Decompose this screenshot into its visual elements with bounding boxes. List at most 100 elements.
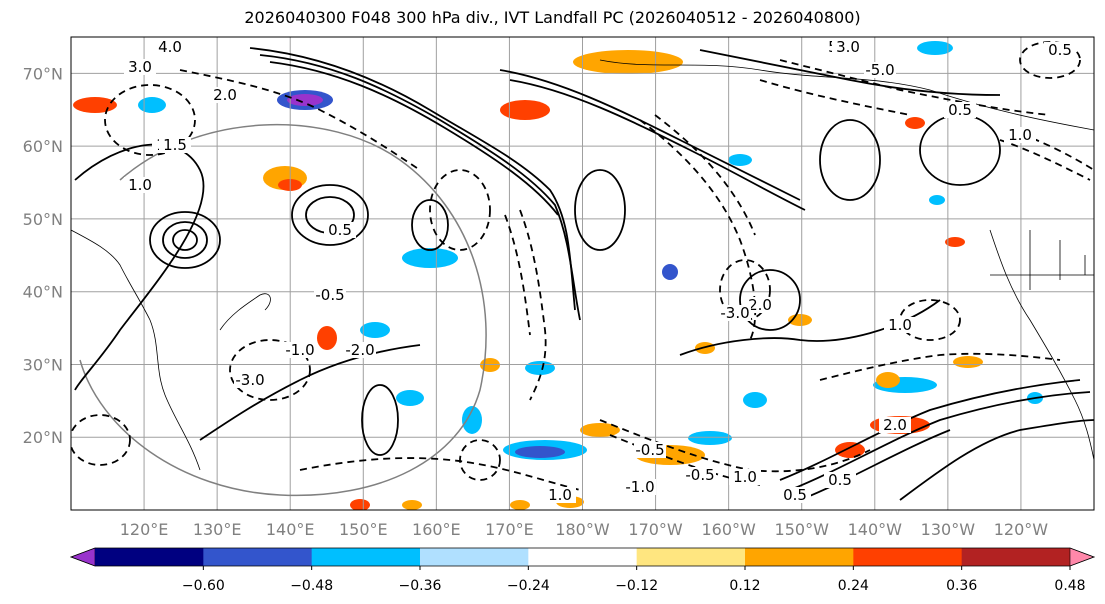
- contour-label: 0.5: [948, 101, 972, 119]
- contour-label-bg: [879, 417, 911, 433]
- contour-solid: [499, 69, 801, 201]
- colorbar-segment: [961, 548, 1071, 566]
- contour-label-bg: [864, 62, 896, 78]
- contour-label-bg: [719, 305, 751, 321]
- contour-label-bg: [544, 487, 576, 503]
- contour-label: 1.0: [888, 316, 912, 334]
- contour-label: 2.0: [213, 86, 237, 104]
- colorbar-tick-label: −0.36: [399, 578, 442, 594]
- contour-label-bg: [779, 487, 811, 503]
- contour-label: -0.5: [685, 466, 714, 484]
- contour-label-bg: [1044, 42, 1076, 58]
- contour-solid: [172, 229, 198, 251]
- contour-solid: [574, 169, 626, 251]
- contour-label-bg: [729, 469, 761, 485]
- colorbar-segment: [95, 548, 204, 566]
- contour-solid: [291, 184, 369, 246]
- longitude-labels: 120°E 130°E 140°E 150°E 160°E 170°E 180°W 170°W…: [120, 520, 1049, 539]
- contour-label-bg: [344, 342, 376, 358]
- contour-label-bg: [124, 177, 156, 193]
- shade-patch: [500, 100, 550, 120]
- contour-label-bg: [624, 479, 656, 495]
- contour-solid: [361, 384, 399, 456]
- lat-label: 30°N: [23, 355, 63, 374]
- contour-label: 0.5: [783, 486, 807, 504]
- colorbar: [69, 547, 1096, 567]
- contour-label-bg: [124, 59, 156, 75]
- contour-dashed: [609, 434, 761, 486]
- contour-label: 3.0: [836, 38, 860, 56]
- coastline-namerica: [989, 229, 1094, 461]
- lat-label: 50°N: [23, 210, 63, 229]
- colorbar-ticks: −0.60 −0.48 −0.36 −0.24 −0.12 0.12 0.24 0.36 0.4…: [182, 566, 1086, 594]
- reference-circle: [79, 123, 487, 497]
- shade-patch: [876, 372, 900, 388]
- shade-patch: [688, 431, 732, 445]
- contour-solid: [899, 419, 1094, 501]
- colorbar-tick-label: −0.48: [290, 578, 333, 594]
- contour-solid: [411, 199, 449, 251]
- shade-patch: [929, 195, 945, 205]
- contour-dashed: [899, 299, 961, 341]
- contour-dashed: [104, 84, 196, 156]
- contour-label: 1.0: [128, 176, 152, 194]
- shade-patch: [945, 237, 965, 247]
- contour-label-bg: [154, 39, 186, 55]
- shade-patch: [402, 500, 422, 510]
- contour-dashed: [504, 214, 531, 336]
- contour-label-bg: [284, 342, 316, 358]
- lat-label: 40°N: [23, 283, 63, 302]
- shade-patch: [510, 500, 530, 510]
- colorbar-tick-label: 0.36: [946, 578, 977, 594]
- shade-patch: [580, 423, 620, 437]
- shade-patch: [317, 326, 337, 350]
- contour-dashed: [71, 414, 131, 466]
- contour-label-bg: [159, 137, 191, 153]
- contour-lines: [74, 47, 1094, 501]
- colorbar-extend-low: [70, 547, 96, 567]
- contour-solid: [149, 211, 221, 269]
- colorbar-segment: [203, 548, 313, 566]
- colorbar-segment: [528, 548, 638, 566]
- shade-patch: [462, 406, 482, 434]
- shade-patch: [360, 322, 390, 338]
- shade-patch: [138, 97, 166, 113]
- contour-label-bg: [209, 87, 241, 103]
- colorbar-tick-label: 0.12: [729, 578, 760, 594]
- colorbar-segment: [745, 548, 854, 566]
- latitude-labels: 70°N 60°N 50°N 40°N 30°N 20°N: [23, 64, 63, 447]
- shade-patch: [662, 264, 678, 280]
- contour-label: 4.0: [158, 38, 182, 56]
- shade-patch: [350, 499, 370, 510]
- contour-label: -0.5: [315, 286, 344, 304]
- contour-dashed: [519, 209, 547, 401]
- lon-label: 120°E: [120, 520, 169, 539]
- colorbar-tick-label: 0.24: [838, 578, 869, 594]
- contour-solid: [269, 61, 559, 216]
- contour-solid: [259, 54, 581, 321]
- contour-label-bg: [234, 372, 266, 388]
- contour-label-bg: [684, 467, 716, 483]
- contour-solid: [699, 49, 1001, 96]
- contour-labels: 4.03.02.01.51.00.5-0.5-1.0-2.0-3.05.0-5.…: [124, 38, 1076, 504]
- shade-patch: [743, 392, 767, 408]
- contour-dashed: [299, 457, 581, 491]
- contour-label: 0.5: [328, 221, 352, 239]
- contour-label-bg: [944, 102, 976, 118]
- shade-patch: [402, 248, 458, 268]
- shade-patch: [728, 154, 752, 166]
- contour-solid: [819, 119, 881, 201]
- contour-label: 2.0: [883, 416, 907, 434]
- colorbar-tick-label: −0.60: [182, 578, 225, 594]
- contour-label: 1.0: [733, 468, 757, 486]
- contour-label: 0.5: [828, 471, 852, 489]
- contour-dashed: [759, 79, 911, 116]
- contour-label: 0.5: [1048, 41, 1072, 59]
- contour-label: 1.0: [1008, 126, 1032, 144]
- map-content: 4.03.02.01.51.00.5-0.5-1.0-2.0-3.05.0-5.…: [71, 37, 1094, 510]
- shade-patch: [835, 442, 865, 458]
- shade-patch: [953, 356, 983, 368]
- contour-label: -1.0: [285, 341, 314, 359]
- page-title: 2026040300 F048 300 hPa div., IVT Landfa…: [244, 8, 861, 27]
